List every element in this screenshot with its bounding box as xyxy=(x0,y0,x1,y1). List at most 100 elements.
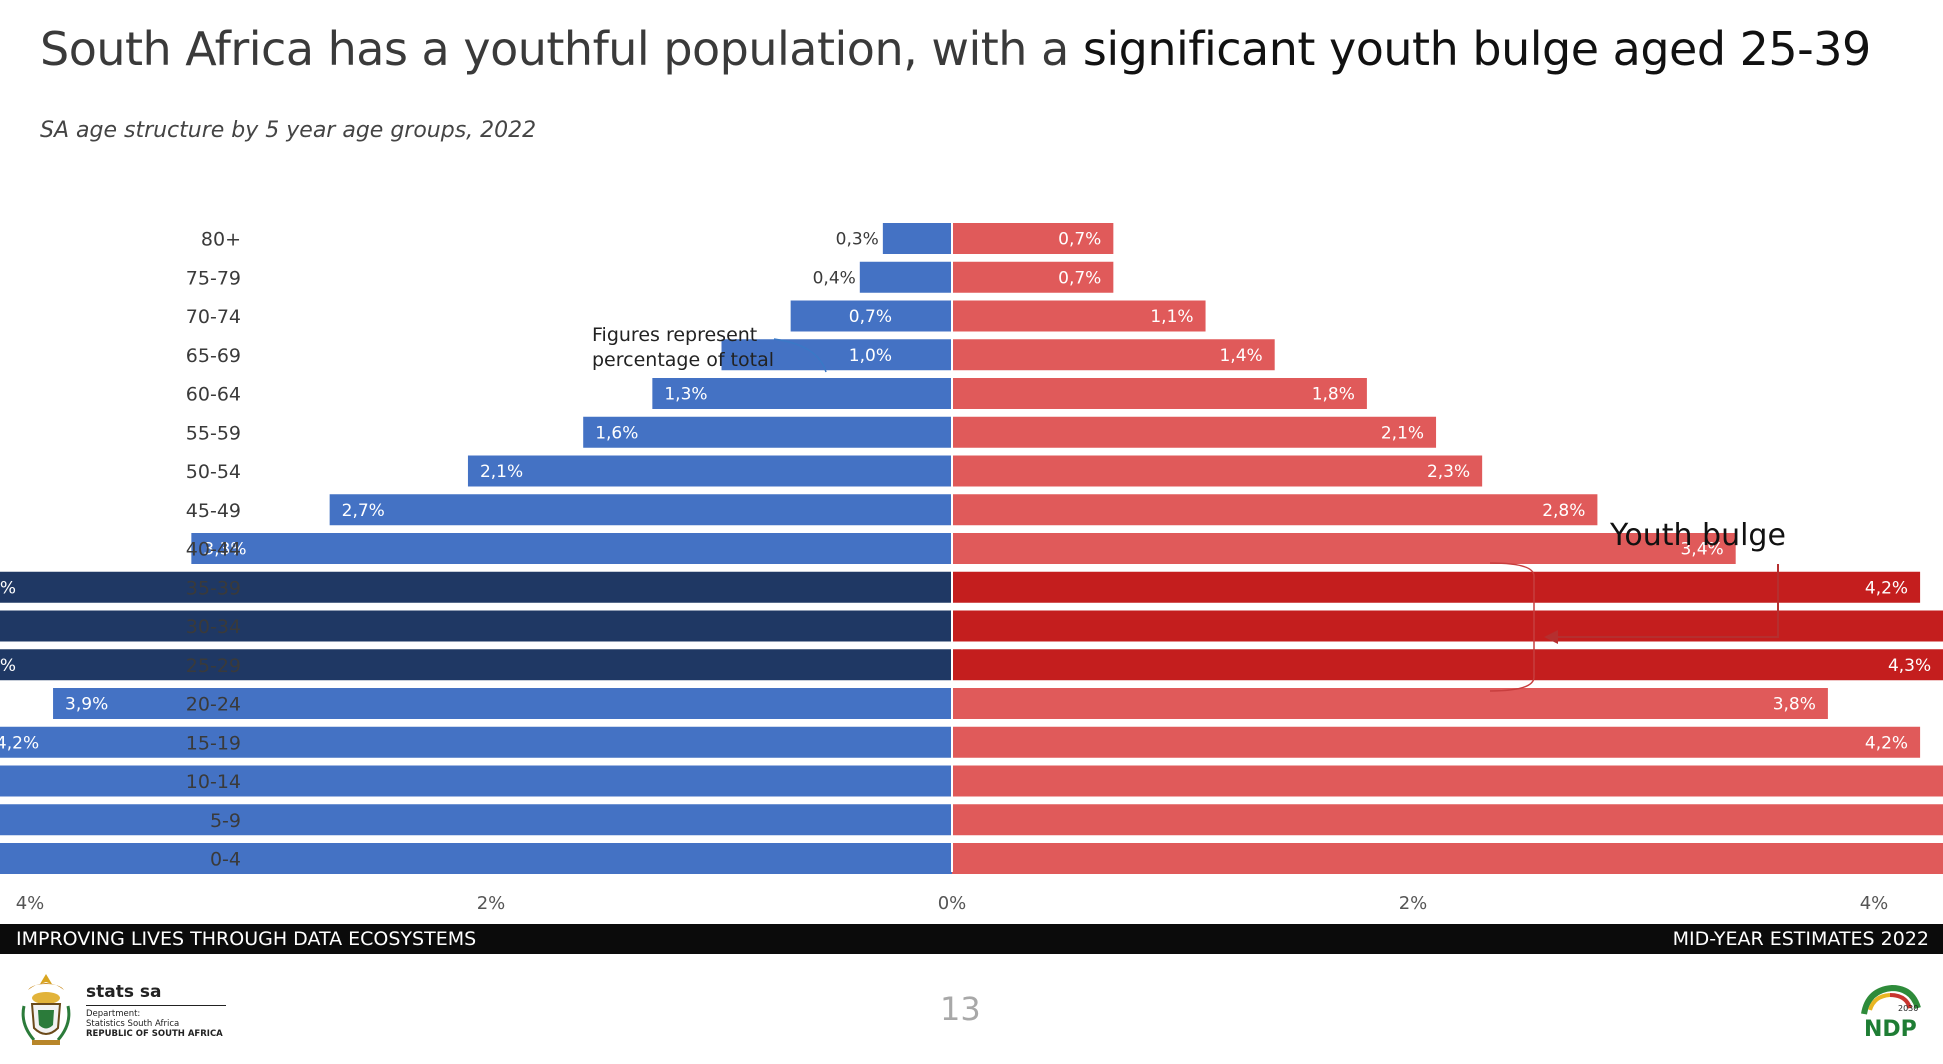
x-tick-label: 2% xyxy=(1399,893,1428,914)
y-axis-labels: 80+ 75-79 70-74 65-69 60-64 55-59 50-54 45-49 40… xyxy=(186,229,241,871)
youth-bulge-bracket xyxy=(1489,562,1535,692)
y-tick-label: 70-74 xyxy=(186,306,241,328)
bar-left-value-label: 2,1% xyxy=(480,462,523,482)
dept-line-2: Statistics South Africa xyxy=(86,1019,180,1029)
bar-right xyxy=(952,688,1828,719)
bar-right-value-label: 2,8% xyxy=(1542,501,1585,521)
y-tick-label: 20-24 xyxy=(186,694,241,716)
bar-left xyxy=(721,339,952,371)
bar-left-value-label: 1,6% xyxy=(595,423,638,443)
bar-right-value-label: 3,8% xyxy=(1773,695,1816,715)
ndp-2030-logo: 2030 NDP xyxy=(1861,984,1921,1042)
bar-right xyxy=(952,610,1943,642)
bar-left xyxy=(191,533,953,564)
bar-right-value-label: 4,3% xyxy=(1888,656,1931,676)
bar-right-value-label: 2,1% xyxy=(1381,423,1424,443)
x-axis-ticks: 6%4%2%0%2%4%6% xyxy=(16,893,1889,914)
bar-right xyxy=(952,300,1206,332)
page-title: South Africa has a youthful population, … xyxy=(40,22,1871,76)
bar-left-value-label: 1,0% xyxy=(849,346,892,366)
bar-right xyxy=(952,339,1275,371)
bar-left xyxy=(53,688,953,719)
bar-left xyxy=(0,804,952,836)
bar-left xyxy=(467,455,952,487)
bar-left-value-label: 3,9% xyxy=(65,695,108,715)
y-tick-label: 0-4 xyxy=(210,849,241,871)
stats-sa-name: stats sa xyxy=(86,982,162,1002)
y-tick-label: 50-54 xyxy=(186,461,241,483)
bar-left-value-label: 4,2% xyxy=(0,733,39,753)
note-connector xyxy=(773,338,827,373)
footer-report-name: MID-YEAR ESTIMATES 2022 xyxy=(1672,928,1929,950)
bar-right xyxy=(952,804,1943,836)
bar-right xyxy=(952,455,1483,487)
bar-left xyxy=(0,726,952,758)
bar-left-value-label: 0,3% xyxy=(836,230,879,250)
youth-bulge-label: Youth bulge xyxy=(1609,518,1786,553)
bar-left-value-label: 1,3% xyxy=(664,385,707,405)
y-tick-label: 30-34 xyxy=(186,616,241,638)
bar-right-value-label: 3,4% xyxy=(1680,540,1723,560)
bar-left xyxy=(0,765,953,797)
footer-tagline: IMPROVING LIVES THROUGH DATA ECOSYSTEMS xyxy=(16,928,477,950)
bar-left-value-label: 3,3% xyxy=(203,540,246,560)
bar-right-value-label: 1,8% xyxy=(1312,385,1355,405)
ndp-year: 2030 xyxy=(1898,1004,1918,1013)
chart-subtitle: SA age structure by 5 year age groups, 2… xyxy=(40,118,537,143)
bar-left-value-label: 0,4% xyxy=(813,268,856,288)
bar-right-value-label: 0,7% xyxy=(1058,268,1101,288)
bar-left xyxy=(0,649,953,681)
title-part-regular: South Africa has a youthful population, … xyxy=(40,22,1083,76)
bar-left xyxy=(0,610,952,642)
bar-left xyxy=(0,571,953,603)
bar-right xyxy=(952,378,1367,409)
department-text: Department: Statistics South Africa REPU… xyxy=(86,1009,223,1039)
bar-right xyxy=(952,571,1921,603)
bar-right xyxy=(952,765,1943,797)
bar-right-value-label: 1,4% xyxy=(1219,346,1262,366)
title-part-emphasis: significant youth bulge aged 25-39 xyxy=(1082,22,1871,76)
bar-right xyxy=(952,726,1921,758)
bars-group: 0,3% 0,7% 0,4% 0,7% 0,7% 1,1% 1,0% 1,4% 1,3% 1,8%… xyxy=(0,223,1943,874)
bar-left xyxy=(790,300,952,332)
y-tick-label: 5-9 xyxy=(210,810,241,832)
bar-right-value-label: 0,7% xyxy=(1058,230,1101,250)
y-tick-label: 80+ xyxy=(201,229,241,251)
y-tick-label: 65-69 xyxy=(186,345,241,367)
x-tick-label: 2% xyxy=(477,893,506,914)
bar-right-value-label: 1,1% xyxy=(1150,307,1193,327)
y-tick-label: 15-19 xyxy=(186,732,241,754)
bar-left xyxy=(859,261,952,293)
note-line-1: Figures represent xyxy=(592,324,757,346)
bar-right xyxy=(952,494,1598,526)
y-tick-label: 10-14 xyxy=(186,771,241,793)
bar-left xyxy=(882,223,952,254)
y-tick-label: 60-64 xyxy=(186,384,241,406)
bar-right-value-label: 4,2% xyxy=(1865,733,1908,753)
dept-line-3: REPUBLIC OF SOUTH AFRICA xyxy=(86,1029,223,1039)
footer-band: IMPROVING LIVES THROUGH DATA ECOSYSTEMS … xyxy=(0,924,1943,954)
bar-right-value-label: 2,3% xyxy=(1427,462,1470,482)
y-tick-label: 45-49 xyxy=(186,500,241,522)
bar-right xyxy=(952,223,1114,254)
bar-right xyxy=(952,533,1736,564)
bar-right-value-label: 4,2% xyxy=(1865,578,1908,598)
stats-sa-logo: stats sa Department: Statistics South Af… xyxy=(16,970,246,1050)
y-tick-label: 75-79 xyxy=(186,267,241,289)
bar-left-value-label: 4,3% xyxy=(0,578,16,598)
youth-bulge-arrow-line xyxy=(1553,564,1779,638)
x-tick-label: 4% xyxy=(16,893,45,914)
youth-bulge-arrowhead xyxy=(1544,630,1558,644)
page-number: 13 xyxy=(940,990,981,1028)
x-tick-label: 0% xyxy=(938,893,967,914)
dept-line-1: Department: xyxy=(86,1009,141,1019)
y-tick-label: 25-29 xyxy=(186,655,241,677)
bar-left xyxy=(652,378,952,409)
y-tick-label: 40-44 xyxy=(186,539,241,561)
bar-left-value-label: 4,3% xyxy=(0,656,16,676)
bar-left-value-label: 0,7% xyxy=(849,307,892,327)
bar-right xyxy=(952,843,1943,874)
y-tick-label: 35-39 xyxy=(186,577,241,599)
bar-left xyxy=(583,416,952,448)
coat-of-arms-icon xyxy=(21,974,71,1045)
